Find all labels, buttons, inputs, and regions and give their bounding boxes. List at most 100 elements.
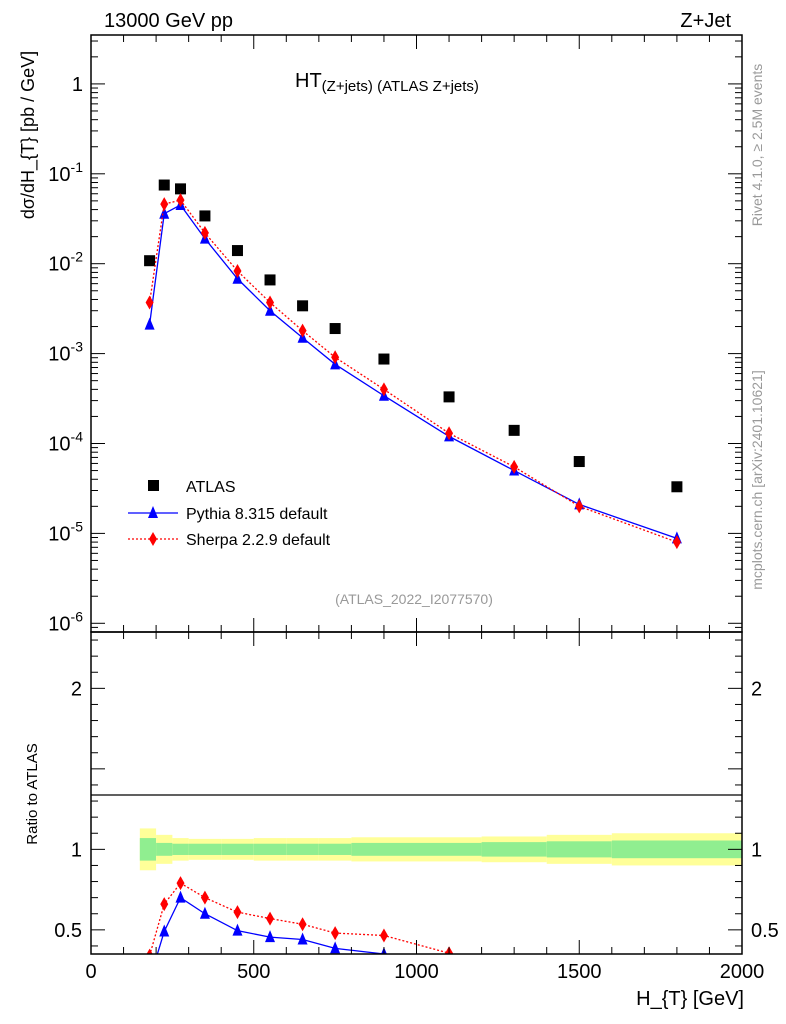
ratio-y-axis-label: Ratio to ATLAS <box>24 743 41 844</box>
ratio-band-inner <box>351 842 417 856</box>
legend-atlas-marker <box>148 480 159 491</box>
main-data-point <box>508 424 520 436</box>
ratio-data-point <box>146 948 153 954</box>
ratio-panel-frame <box>90 631 743 955</box>
x-tick-label-group: 0 500 1000 1500 2000 <box>85 961 764 983</box>
x-axis-label: H_{T} [GeV] <box>636 988 744 1010</box>
main-data-point <box>510 459 519 474</box>
main-data-point <box>160 197 169 212</box>
ratio-y-tick-label-right: 0.5 <box>751 920 779 942</box>
main-data-point <box>671 481 683 493</box>
ratio-data-point <box>233 905 242 920</box>
header-left-label: 13000 GeV pp <box>104 10 233 32</box>
x-tick-label: 500 <box>237 961 270 983</box>
ratio-band-inner <box>611 840 742 859</box>
ratio-y-tick-label-left: 1 <box>71 839 82 861</box>
ratio-data-point <box>159 924 170 937</box>
ratio-data-point <box>199 906 210 919</box>
ratio-series-line <box>149 882 450 954</box>
main-y-tick-label-group: 1 10-1 10-2 10-3 10-4 10-5 10-6 <box>48 74 83 635</box>
ratio-data-point <box>232 923 243 936</box>
ratio-band-inner <box>286 843 319 855</box>
ratio-data-point <box>176 876 185 891</box>
plot-title-main: HT <box>295 70 322 92</box>
ratio-data-point <box>145 973 155 985</box>
legend-pythia-label: Pythia 8.315 default <box>186 506 328 523</box>
ratio-data-point <box>379 928 388 943</box>
ratio-band-inner <box>221 843 254 855</box>
ratio-y-tick-label-right: 2 <box>751 678 762 700</box>
x-tick-label: 2000 <box>720 961 765 983</box>
ratio-data-point <box>265 930 276 943</box>
ratio-y-tick-label-group: 2 2 1 1 0.5 0.5 <box>54 678 779 942</box>
x-tick-label: 1500 <box>557 961 602 983</box>
ratio-data-point <box>160 897 169 912</box>
main-data-point <box>264 274 276 286</box>
ratio-band-inner <box>156 842 173 856</box>
plot-title: HT(Z+jets) (ATLAS Z+jets) <box>295 70 479 95</box>
legend-sherpa-marker <box>149 532 157 546</box>
legend: ATLAS Pythia 8.315 default Sherpa 2.2.9 … <box>128 479 331 549</box>
mcplots-label: mcplots.cern.ch [arXiv:2401.10621] <box>749 370 765 589</box>
ratio-band-inner <box>139 838 157 861</box>
ratio-y-tick-label-right: 1 <box>751 839 762 861</box>
main-data-point <box>176 193 185 208</box>
ratio-series-group <box>145 876 454 985</box>
legend-pythia-marker <box>148 506 158 518</box>
main-data-point <box>443 391 455 403</box>
main-y-tick-group <box>91 40 742 633</box>
ratio-y-tick-label-left: 2 <box>71 678 82 700</box>
main-data-point <box>575 499 584 514</box>
ratio-band-inner <box>188 843 222 855</box>
rivet-label: Rivet 4.1.0, ≥ 2.5M events <box>749 64 765 227</box>
ratio-data-point <box>266 911 275 926</box>
ratio-band-inner <box>172 843 189 855</box>
main-data-point <box>200 225 209 240</box>
ratio-data-point <box>200 890 209 905</box>
main-data-point <box>379 382 388 397</box>
main-y-tick-label: 10-3 <box>48 339 83 366</box>
main-data-point <box>144 317 155 330</box>
x-tick-label: 1000 <box>394 961 439 983</box>
main-data-point <box>378 353 390 365</box>
main-data-point <box>175 183 187 195</box>
legend-atlas-label: ATLAS <box>186 479 236 496</box>
main-data-point <box>199 210 211 222</box>
main-y-tick-label: 10-2 <box>48 249 83 276</box>
main-data-point <box>672 535 681 550</box>
ratio-band-inner <box>481 842 547 857</box>
main-y-tick-label: 10-4 <box>48 428 83 455</box>
main-data-point <box>145 295 154 310</box>
ratio-band-inner <box>546 841 612 858</box>
plot-title-sub: (Z+jets) (ATLAS Z+jets) <box>322 78 479 95</box>
main-series-group <box>144 179 683 550</box>
main-y-tick-label: 10-6 <box>48 608 83 635</box>
analysis-watermark: (ATLAS_2022_I2077570) <box>335 591 493 607</box>
ratio-data-point <box>298 917 307 932</box>
main-y-tick-label: 10-1 <box>48 159 83 186</box>
main-data-point <box>329 323 341 335</box>
ratio-band-inner <box>253 843 287 855</box>
main-data-point <box>231 245 243 257</box>
x-tick-group <box>90 35 743 954</box>
main-data-point <box>331 350 340 365</box>
main-data-point <box>233 263 242 278</box>
ratio-y-tick-group <box>91 639 742 947</box>
legend-sherpa-label: Sherpa 2.2.9 default <box>186 532 331 549</box>
ratio-band-inner <box>318 843 352 855</box>
main-y-axis-label: dσ/dH_{T} [pb / GeV] <box>18 51 39 219</box>
main-y-tick-label: 1 <box>72 74 83 96</box>
main-data-point <box>573 456 585 468</box>
ratio-data-point <box>297 932 308 945</box>
header-right-label: Z+Jet <box>680 10 731 32</box>
main-data-point <box>445 426 454 441</box>
ratio-uncertainty-band <box>139 828 742 871</box>
ratio-data-point <box>330 941 341 954</box>
main-data-point <box>158 179 170 191</box>
main-data-point <box>298 323 307 338</box>
ratio-data-point <box>331 926 340 941</box>
main-data-point <box>144 255 156 267</box>
main-data-point <box>265 303 276 316</box>
main-y-tick-label: 10-5 <box>48 518 83 545</box>
